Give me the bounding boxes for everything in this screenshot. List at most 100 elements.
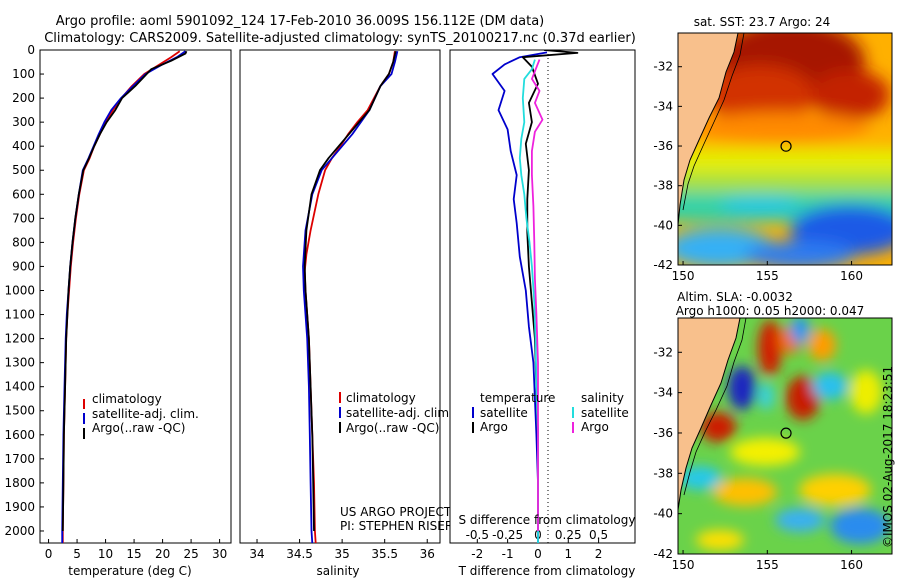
x-tick-label: 36 <box>420 547 435 561</box>
lon-tick-label: 150 <box>672 269 695 283</box>
difference-plot-frame <box>449 49 636 544</box>
lat-tick-label: -40 <box>653 218 673 232</box>
land-mask <box>678 318 740 510</box>
series-line-argo-raw-qc- <box>303 50 397 532</box>
project-annotation: US ARGO PROJECT <box>340 505 452 519</box>
legend-label-t-argo: Argo <box>480 420 508 434</box>
argo-float-marker <box>780 427 792 439</box>
legend-label-s-satellite: satellite <box>581 406 629 420</box>
legend-label-satellite: satellite-adj. clim. <box>346 406 453 420</box>
x-tick-label: -2 <box>471 547 483 561</box>
legend-title-temperature: temperature <box>480 391 555 405</box>
top-tick-label: 0.25 <box>555 528 582 542</box>
depth-tick-label: 1500 <box>4 404 35 418</box>
legend-label-s-argo: Argo <box>581 420 609 434</box>
depth-tick-label: 1000 <box>4 283 35 297</box>
depth-tick-label: 600 <box>12 187 35 201</box>
x-tick-label: 15 <box>126 547 141 561</box>
lat-tick-label: -32 <box>653 345 673 359</box>
depth-tick-label: 100 <box>12 67 35 81</box>
x-tick-label: 25 <box>183 547 198 561</box>
x-tick-label: 10 <box>98 547 113 561</box>
header-line-2: Climatology: CARS2009. Satellite-adjuste… <box>44 31 636 46</box>
sst-map-title: sat. SST: 23.7 Argo: 24 <box>694 15 831 29</box>
temperature-panel: 0100200300400500600700800900100011001200… <box>4 43 232 578</box>
depth-tick-label: 1800 <box>4 476 35 490</box>
sla-map: Altim. SLA: -0.0032 Argo h1000: 0.05 h20… <box>653 290 893 572</box>
lat-tick-label: -38 <box>653 466 673 480</box>
lat-tick-label: -34 <box>653 386 673 400</box>
x-tick-label: 20 <box>155 547 170 561</box>
sla-map-subtitle: Argo h1000: 0.05 h2000: 0.047 <box>676 304 865 318</box>
temperature-legend: climatology satellite-adj. clim. Argo(..… <box>83 392 199 439</box>
temperature-series <box>61 50 188 543</box>
legend-label-argo: Argo(..raw -QC) <box>346 421 439 435</box>
sla-map-frame <box>677 317 893 555</box>
depth-tick-label: 700 <box>12 211 35 225</box>
depth-tick-label: 2000 <box>4 524 35 538</box>
sst-map-lon-ticks: 150 155 160 <box>672 261 863 283</box>
legend-title-salinity: salinity <box>581 391 624 405</box>
sst-map-field <box>678 33 892 265</box>
legend-label-argo: Argo(..raw -QC) <box>92 421 185 435</box>
depth-tick-label: 200 <box>12 91 35 105</box>
x-tick-label: 1 <box>564 547 572 561</box>
x-tick-label: -1 <box>502 547 514 561</box>
sla-map-title: Altim. SLA: -0.0032 <box>677 290 793 304</box>
difference-legend: temperature salinity satellite Argo sate… <box>472 391 629 434</box>
depth-tick-label: 1200 <box>4 332 35 346</box>
depth-tick-label: 900 <box>12 259 35 273</box>
depth-tick-label: 1900 <box>4 500 35 514</box>
salinity-panel: 34 34.5 35 35.5 36 climatology satellite-adj… <box>239 49 453 578</box>
temperature-x-ticks: 0 5 10 15 20 25 30 <box>45 539 227 561</box>
imos-credit: ©IMOS 02-Aug-2017 18:23:51 <box>881 366 895 548</box>
difference-series <box>491 50 579 543</box>
lon-tick-label: 160 <box>840 558 863 572</box>
lat-tick-label: -36 <box>653 426 673 440</box>
series-line-s-argo <box>531 59 544 531</box>
depth-tick-label: 1400 <box>4 380 35 394</box>
x-tick-label: 34 <box>249 547 264 561</box>
legend-label-climatology: climatology <box>92 392 162 406</box>
header-line-1: Argo profile: aoml 5901092_124 17-Feb-20… <box>56 14 545 29</box>
depth-tick-label: 1300 <box>4 356 35 370</box>
x-tick-label: 35 <box>334 547 349 561</box>
land-mask <box>678 33 738 225</box>
lat-tick-label: -34 <box>653 99 673 113</box>
series-line-t-satellite <box>491 51 548 543</box>
top-tick-label: 0.5 <box>589 528 608 542</box>
temperature-x-label: temperature (deg C) <box>68 564 191 578</box>
lat-tick-label: -42 <box>653 258 673 272</box>
series-line-s-satellite <box>518 59 539 543</box>
x-tick-label: 0 <box>45 547 53 561</box>
legend-label-satellite: satellite-adj. clim. <box>92 407 199 421</box>
legend-label-t-satellite: satellite <box>480 406 528 420</box>
lat-tick-label: -40 <box>653 507 673 521</box>
lon-tick-label: 155 <box>756 269 779 283</box>
coastline <box>678 33 739 226</box>
argo-float-marker <box>780 140 792 152</box>
lon-tick-label: 155 <box>756 558 779 572</box>
series-line-argo-raw-qc- <box>61 50 188 532</box>
x-tick-label: 0 <box>534 547 542 561</box>
t-difference-label: T difference from climatology <box>458 564 636 578</box>
pi-annotation: PI: STEPHEN RISER <box>340 519 453 533</box>
depth-tick-label: 300 <box>12 115 35 129</box>
difference-x-ticks: -2 -1 0 1 2-0.5 -0.25 0 0.25 0.5 <box>466 528 609 561</box>
depth-tick-label: 400 <box>12 139 35 153</box>
x-tick-label: 5 <box>73 547 81 561</box>
sst-map-lat-ticks: -32 -34 -36 -38 -40 -42 <box>653 60 682 272</box>
depth-ticks: 0 100 200 300 400 500 600 700 800 900 1000 1100 1200… <box>4 43 44 538</box>
sla-map-lon-ticks: 150 155 160 <box>672 550 863 572</box>
depth-tick-label: 1600 <box>4 428 35 442</box>
lon-tick-label: 150 <box>672 558 695 572</box>
lat-tick-label: -32 <box>653 60 673 74</box>
depth-contour <box>682 33 745 211</box>
sla-map-lat-ticks: -32 -34 -36 -38 -40 -42 <box>653 345 682 561</box>
salinity-plot-frame <box>239 49 441 544</box>
depth-contour <box>683 318 747 496</box>
sst-map: sat. SST: 23.7 Argo: 24 -32-34-36-3 <box>653 15 893 283</box>
salinity-legend: climatology satellite-adj. clim. Argo(..… <box>339 391 453 435</box>
